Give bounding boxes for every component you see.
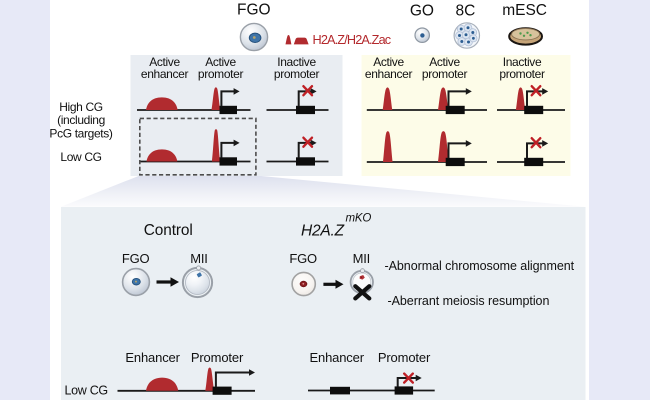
svg-text:Promoter: Promoter [378,350,431,365]
svg-text:-Abnormal chromosome alignment: -Abnormal chromosome alignment [385,259,575,273]
svg-text:Enhancer: Enhancer [125,350,180,365]
svg-text:FGO: FGO [122,251,150,266]
svg-text:Inactive: Inactive [277,55,316,69]
svg-text:8C: 8C [455,3,475,20]
svg-text:(including: (including [57,113,105,127]
svg-text:Promoter: Promoter [191,350,244,365]
svg-text:mKO: mKO [346,213,372,225]
svg-text:promoter: promoter [198,67,244,81]
svg-text:mESC: mESC [502,2,547,19]
svg-text:promoter: promoter [499,67,545,81]
svg-text:Active: Active [149,55,180,69]
svg-text:MII: MII [190,251,207,266]
svg-text:promoter: promoter [422,67,468,81]
svg-text:enhancer: enhancer [365,67,413,81]
svg-text:Low CG: Low CG [65,384,108,398]
svg-text:FGO: FGO [237,2,271,19]
svg-text:FGO: FGO [289,251,317,266]
svg-text:GO: GO [410,3,434,20]
svg-text:PcG targets): PcG targets) [49,126,113,140]
svg-text:H2A.Z: H2A.Z [301,223,345,240]
svg-text:Active: Active [373,55,404,69]
svg-text:H2A.Z/H2A.Zac: H2A.Z/H2A.Zac [313,33,392,47]
svg-text:Low CG: Low CG [60,150,101,164]
svg-text:Active: Active [205,55,236,69]
svg-text:High CG: High CG [59,100,103,114]
svg-text:Enhancer: Enhancer [309,350,364,365]
svg-text:MII: MII [353,251,370,266]
svg-text:Control: Control [144,222,193,239]
svg-text:promoter: promoter [274,67,320,81]
svg-text:-Aberrant meiosis resumption: -Aberrant meiosis resumption [388,294,550,308]
svg-text:Inactive: Inactive [503,55,542,69]
svg-text:enhancer: enhancer [141,67,189,81]
svg-text:Active: Active [429,55,460,69]
